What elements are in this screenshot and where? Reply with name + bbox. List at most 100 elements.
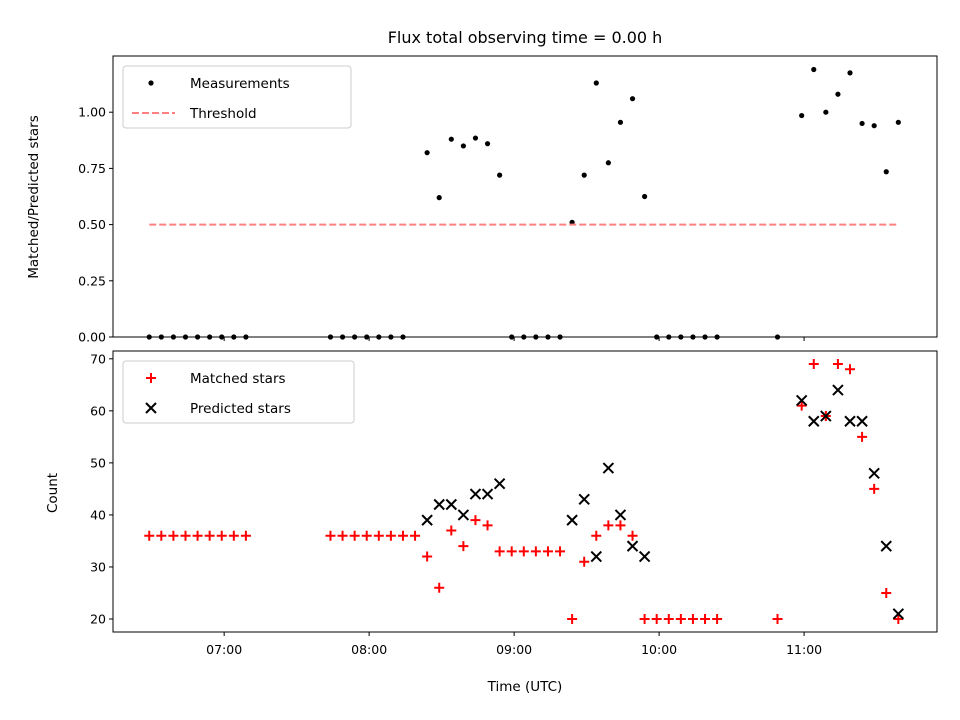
data-point — [339, 334, 346, 340]
data-point — [194, 334, 201, 340]
data-point — [626, 540, 639, 552]
data-point — [555, 546, 566, 557]
data-point — [603, 520, 614, 531]
data-point — [796, 400, 807, 411]
data-point — [593, 80, 599, 86]
data-point — [687, 613, 698, 624]
legend-label: Measurements — [190, 76, 290, 92]
data-point — [629, 96, 636, 102]
series-measurements — [146, 66, 901, 340]
data-point — [892, 608, 905, 620]
legend-marker — [145, 402, 157, 414]
x-tick-label: 08:00 — [351, 642, 387, 657]
data-point — [808, 415, 820, 427]
series-predicted-stars — [421, 384, 905, 620]
y-tick-label: 0.50 — [78, 217, 106, 232]
data-point — [642, 193, 648, 200]
data-point — [231, 334, 237, 340]
data-point — [578, 493, 590, 506]
y-tick-label: 30 — [90, 559, 106, 574]
data-point — [820, 410, 832, 422]
data-point — [557, 334, 563, 340]
y-tick-label: 50 — [90, 455, 106, 470]
data-point — [216, 530, 227, 541]
legend-marker — [148, 80, 154, 86]
data-point — [207, 334, 213, 340]
data-point — [811, 66, 817, 73]
legend-label: Predicted stars — [190, 401, 291, 417]
data-point — [521, 334, 527, 340]
data-point — [373, 530, 384, 541]
data-point — [675, 613, 686, 624]
data-point — [602, 462, 615, 474]
data-point — [433, 498, 445, 511]
data-point — [690, 334, 696, 340]
data-point — [397, 530, 408, 541]
data-point — [799, 112, 805, 119]
data-point — [895, 119, 901, 125]
data-point — [772, 613, 783, 624]
data-point — [156, 530, 167, 541]
data-point — [497, 172, 503, 178]
data-point — [325, 530, 336, 541]
data-point — [146, 334, 152, 340]
data-point — [869, 483, 880, 494]
x-tick-label: 11:00 — [786, 642, 822, 657]
data-point — [352, 334, 358, 340]
data-point — [617, 119, 624, 125]
legend-box — [122, 360, 355, 424]
data-point — [424, 150, 430, 156]
data-point — [627, 530, 638, 541]
top-y-axis-label: Matched/Predicted stars — [26, 115, 42, 278]
data-point — [639, 613, 650, 624]
data-point — [509, 334, 515, 340]
top-panel: 0.00 0.25 0.50 0.75 1.00 Measurements Threshol… — [78, 55, 938, 345]
data-point — [712, 613, 723, 624]
data-point — [400, 334, 406, 340]
data-point — [847, 70, 853, 76]
data-point — [678, 334, 684, 340]
data-point — [651, 613, 662, 624]
data-point — [591, 530, 602, 541]
data-point — [859, 120, 865, 127]
data-point — [615, 520, 626, 531]
data-point — [567, 613, 578, 624]
data-point — [144, 530, 155, 541]
data-point — [530, 546, 541, 557]
y-tick-label: 0.75 — [78, 161, 106, 176]
data-point — [579, 556, 590, 567]
x-tick-label: 09:00 — [496, 642, 532, 657]
data-point — [844, 415, 856, 427]
data-point — [832, 384, 844, 396]
data-point — [388, 334, 394, 340]
data-point — [458, 541, 469, 552]
data-point — [795, 394, 808, 407]
data-point — [376, 334, 382, 340]
data-point — [349, 530, 360, 541]
data-point — [228, 530, 239, 541]
data-point — [533, 334, 539, 340]
data-point — [823, 109, 829, 115]
data-point — [893, 613, 904, 624]
data-point — [460, 143, 466, 149]
y-tick-label: 1.00 — [78, 105, 106, 120]
data-point — [446, 525, 457, 536]
data-point — [808, 359, 819, 370]
data-point — [700, 613, 711, 624]
x-tick-label: 10:00 — [641, 642, 677, 657]
legend: Matched stars Predicted stars — [122, 360, 355, 424]
data-point — [484, 141, 491, 147]
data-point — [542, 546, 553, 557]
data-point — [494, 546, 505, 557]
series-matched-stars — [144, 359, 904, 624]
data-point — [361, 530, 372, 541]
data-point — [180, 530, 191, 541]
data-point — [566, 514, 578, 526]
data-point — [434, 582, 445, 593]
data-point — [327, 334, 334, 340]
data-point — [219, 334, 225, 340]
data-point — [481, 488, 494, 500]
data-point — [845, 364, 856, 375]
data-point — [856, 415, 868, 427]
